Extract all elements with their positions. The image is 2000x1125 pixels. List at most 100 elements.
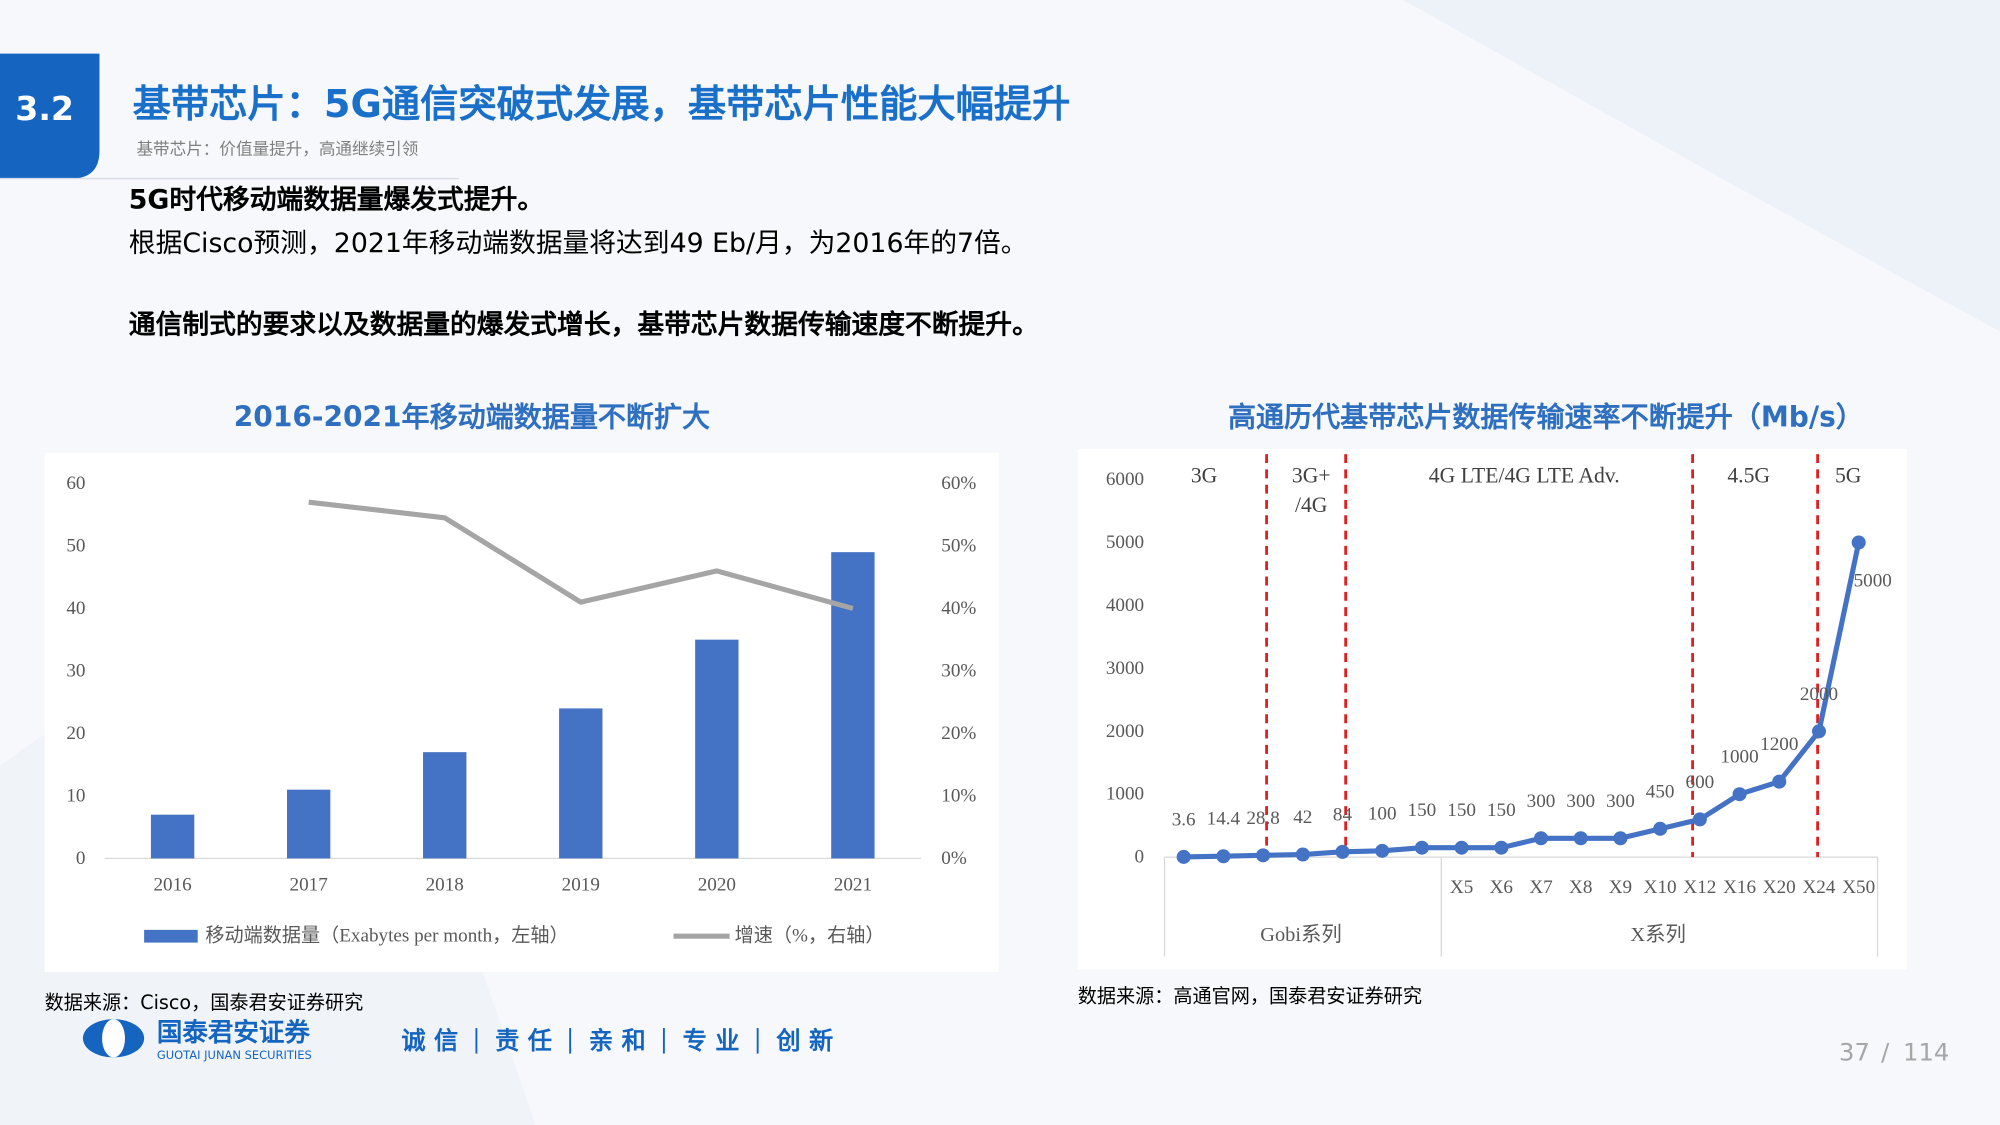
point [1573,831,1588,846]
data-label: 14.4 [1207,809,1241,830]
x-tick-label: X24 [1803,877,1836,898]
bar [286,789,331,859]
y-tick-label: 5000 [1106,532,1144,553]
x-tick-label: 2021 [834,875,872,896]
page-separator: / [1881,1038,1890,1066]
bar [831,552,875,859]
slogan-item: 亲 和 [589,1027,646,1055]
chart-title: 高通历代基带芯片数据传输速率不断提升（Mb/s） [1228,401,1864,434]
x-tick-label: X12 [1683,877,1716,898]
y-tick-label: 50 [66,535,85,556]
slogan-item: 创 新 [775,1027,833,1055]
y2-tick-label: 40% [941,598,976,619]
group-label: Gobi系列 [1260,923,1342,946]
data-label: 84 [1333,804,1353,825]
point [1732,787,1747,802]
x-tick-label: X6 [1490,877,1513,898]
chart-source: 数据来源：高通官网，国泰君安证券研究 [1078,985,1422,1008]
data-label: 3.6 [1172,809,1196,830]
y-tick-label: 60 [66,473,85,494]
legend-label: 增速（%，右轴） [735,925,885,947]
legend-label: 移动端数据量（Exabytes per month，左轴） [205,925,568,947]
data-label: 300 [1527,791,1556,812]
point [1256,848,1271,863]
point [1295,847,1310,862]
body-text: 根据Cisco预测，2021年移动端数据量将达到49 Eb/月，为2016年的7… [129,228,1028,259]
brand-name: 国泰君安证券 [157,1018,311,1048]
y-tick-label: 6000 [1106,469,1144,490]
y-tick-label: 4000 [1106,595,1144,616]
data-label: 150 [1487,800,1516,821]
page-number: 37 [1839,1038,1870,1066]
bar [695,639,739,859]
body-text: 通信制式的要求以及数据量的爆发式增长，基带芯片数据传输速度不断提升。 [129,309,1039,341]
era-label: 4.5G [1727,464,1770,488]
x-tick-label: X50 [1842,877,1875,898]
x-tick-label: 2020 [698,875,736,896]
era-label: 5G [1835,464,1862,488]
chart-source: 数据来源：Cisco，国泰君安证券研究 [45,991,364,1014]
section-number: 3.2 [15,89,74,128]
x-tick-label: 2019 [562,875,600,896]
slogan-item: 专 业 [683,1027,740,1055]
point [1375,843,1390,858]
data-label: 5000 [1854,570,1892,591]
era-label: 3G [1191,464,1218,488]
data-label: 150 [1447,800,1476,821]
y2-tick-label: 0% [941,848,967,869]
point [1216,849,1231,864]
data-label: 300 [1606,791,1635,812]
logo [102,1019,125,1058]
point [1613,831,1628,846]
data-label: 300 [1566,791,1595,812]
y2-tick-label: 30% [941,660,976,681]
point [1772,774,1787,789]
y2-tick-label: 50% [941,535,976,556]
page-total: 114 [1903,1038,1949,1066]
data-label: 28.8 [1246,808,1279,829]
x-tick-label: X20 [1763,877,1796,898]
y-tick-label: 1000 [1106,784,1144,805]
x-tick-label: X9 [1609,877,1632,898]
y-tick-label: 0 [1135,847,1145,868]
x-tick-label: X7 [1529,877,1553,898]
point [1176,849,1191,864]
point [1454,840,1469,855]
line-series [308,499,854,611]
bar [423,752,467,859]
data-label: 1000 [1720,747,1758,768]
x-tick-label: 2018 [426,875,464,896]
era-label: 3G+ [1292,464,1331,488]
slogan: 诚 信责 任亲 和专 业创 新 [401,1027,833,1055]
era-label: 4G LTE/4G LTE Adv. [1429,464,1620,488]
bg-shape [1403,0,2000,332]
point [1811,724,1826,739]
point [1335,844,1350,859]
y-tick-label: 20 [66,723,85,744]
x-tick-label: X5 [1450,877,1473,898]
bar [559,708,603,859]
y-tick-label: 10 [66,785,85,806]
y-tick-label: 3000 [1106,658,1144,679]
point [1851,535,1866,550]
body-text: 5G时代移动端数据量爆发式提升。 [129,184,544,216]
chart-title: 2016-2021年移动端数据量不断扩大 [234,401,710,434]
data-label: 1200 [1760,734,1798,755]
data-label: 150 [1408,800,1437,821]
legend-swatch [144,929,198,943]
y2-tick-label: 60% [941,473,976,494]
y-tick-label: 0 [76,848,86,869]
point [1414,840,1429,855]
x-tick-label: X8 [1569,877,1592,898]
x-tick-label: 2017 [290,875,329,896]
data-label: 450 [1646,781,1675,802]
y2-tick-label: 10% [941,785,976,806]
point [1534,831,1549,846]
point [1653,821,1668,836]
chart-frame [1077,448,1907,970]
y-tick-label: 2000 [1106,721,1144,742]
era-label: /4G [1295,493,1328,517]
x-tick-label: X16 [1723,877,1756,898]
data-label: 42 [1293,807,1312,828]
